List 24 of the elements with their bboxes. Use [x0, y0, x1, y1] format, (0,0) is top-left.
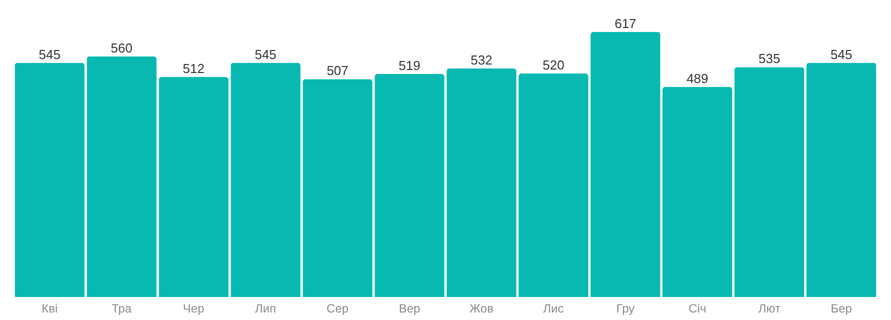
x-tick-label: Лип: [255, 302, 276, 316]
x-tick-label: Лют: [758, 302, 781, 316]
data-label: 545: [830, 46, 852, 62]
data-label: 512: [182, 60, 204, 76]
x-tick-label: Жов: [469, 302, 494, 316]
x-tick-label: Бер: [830, 302, 852, 316]
data-label: 507: [326, 63, 348, 78]
data-label: 489: [686, 70, 708, 86]
x-tick-label: Чер: [182, 302, 205, 316]
x-tick-label: Гру: [616, 302, 635, 316]
x-tick-label: Лис: [543, 302, 564, 316]
data-label: 545: [254, 46, 276, 62]
x-tick-label: Тра: [112, 302, 132, 316]
data-label: 560: [110, 40, 132, 56]
x-tick-label: Кві: [42, 302, 58, 316]
data-label: 520: [542, 58, 564, 73]
x-tick-label: Січ: [688, 302, 706, 316]
data-label: 535: [758, 51, 780, 66]
x-tick-label: Вер: [398, 302, 421, 316]
data-label: 532: [470, 52, 492, 68]
x-tick-label: Сер: [326, 302, 349, 316]
data-label: 519: [398, 58, 420, 73]
data-label: 545: [38, 46, 60, 62]
data-label: 617: [614, 16, 636, 31]
